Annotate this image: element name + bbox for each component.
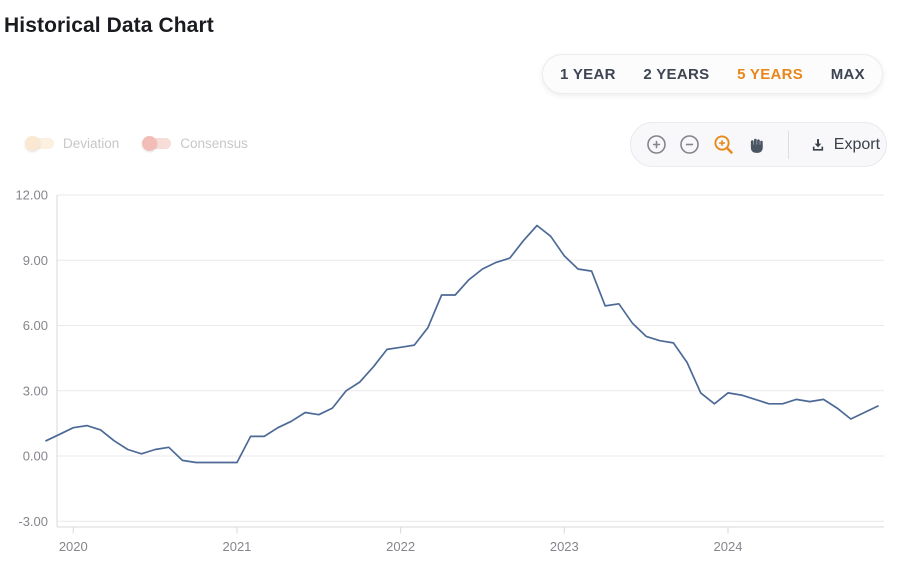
time-range-selector: 1 YEAR 2 YEARS 5 YEARS MAX (542, 54, 883, 94)
toolbar-divider (787, 130, 789, 159)
zoom-in-button[interactable] (642, 130, 670, 160)
chart-toggles: Deviation Consensus (25, 134, 248, 152)
download-icon (812, 138, 823, 151)
deviation-toggle[interactable]: Deviation (25, 135, 120, 151)
x-axis-label: 2021 (222, 539, 251, 554)
y-axis-label: 12.00 (15, 188, 48, 203)
zoom-out-icon (680, 135, 699, 154)
x-axis-label: 2020 (59, 539, 88, 554)
deviation-toggle-knob[interactable] (25, 135, 40, 151)
zoom-out-button[interactable] (675, 130, 703, 160)
gridlines (56, 194, 884, 534)
axis-labels: 12.00 9.00 6.00 3.00 0.00 -3.00 2020 2021 2022 20… (15, 188, 742, 555)
range-button-5-years[interactable]: 5 YEARS (737, 65, 804, 83)
y-axis-label: 6.00 (23, 318, 48, 333)
consensus-toggle-knob[interactable] (142, 135, 158, 151)
y-axis-label: 0.00 (23, 449, 48, 464)
range-button-1-year[interactable]: 1 YEAR (560, 65, 616, 83)
consensus-toggle-label: Consensus (180, 135, 248, 151)
range-button-2-years[interactable]: 2 YEARS (643, 65, 710, 83)
export-button-label: Export (833, 135, 881, 153)
deviation-toggle-track[interactable] (25, 135, 54, 151)
zoom-selection-button[interactable] (709, 130, 737, 160)
x-axis-label: 2024 (714, 539, 743, 554)
chart-toolbar: Export (630, 122, 887, 167)
export-button[interactable]: Export (803, 135, 886, 155)
deviation-toggle-label: Deviation (63, 135, 120, 151)
y-axis-label: 9.00 (23, 253, 48, 268)
y-axis-label: 3.00 (23, 383, 48, 398)
x-axis-label: 2022 (386, 539, 415, 554)
page-title: Historical Data Chart (4, 14, 214, 37)
plot-area[interactable] (57, 195, 884, 527)
pan-icon (750, 138, 763, 153)
zoom-selection-icon (714, 135, 733, 154)
consensus-toggle[interactable]: Consensus (142, 135, 248, 151)
zoom-in-icon (646, 135, 666, 154)
x-axis-label: 2023 (550, 539, 579, 554)
y-axis-label: -3.00 (18, 514, 48, 529)
range-button-max[interactable]: MAX (830, 65, 865, 83)
data-series-line (45, 224, 879, 464)
pan-button[interactable] (742, 130, 770, 160)
consensus-toggle-track[interactable] (142, 135, 172, 151)
